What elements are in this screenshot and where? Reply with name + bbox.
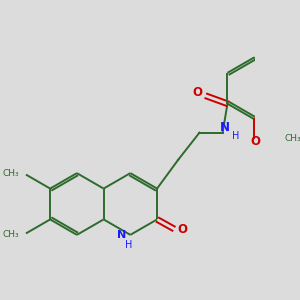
Text: N: N	[220, 121, 230, 134]
Text: O: O	[177, 223, 187, 236]
Text: H: H	[232, 131, 240, 142]
Text: H: H	[125, 239, 132, 250]
Text: N: N	[117, 230, 127, 240]
Text: O: O	[250, 135, 260, 148]
Text: CH₃: CH₃	[2, 169, 19, 178]
Text: CH₃: CH₃	[2, 230, 19, 239]
Text: CH₃: CH₃	[284, 134, 300, 143]
Text: O: O	[193, 85, 202, 99]
